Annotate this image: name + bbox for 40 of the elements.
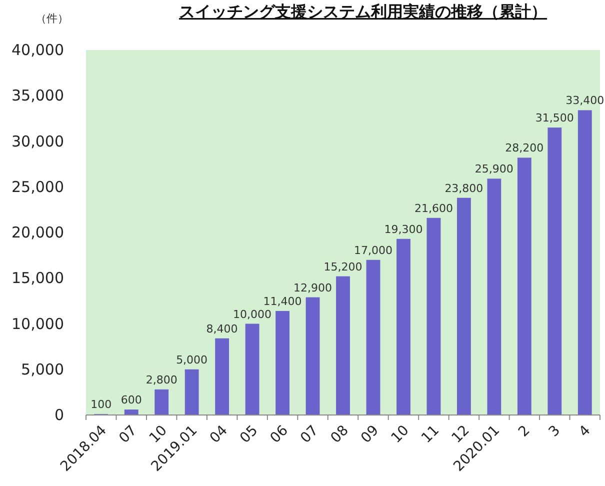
x-tick-label: 06 (267, 422, 292, 446)
y-tick-label: 0 (54, 406, 64, 424)
data-label: 31,500 (535, 112, 574, 125)
y-tick-label: 40,000 (12, 41, 64, 59)
data-label: 100 (90, 398, 112, 412)
x-tick-label: 2 (516, 422, 534, 440)
data-label: 25,900 (474, 162, 514, 176)
chart-title: スイッチング支援システム利用実績の推移（累計） (179, 2, 547, 21)
y-tick-label: 25,000 (12, 178, 64, 196)
data-label: 600 (120, 394, 142, 407)
x-tick-label: 07 (116, 422, 140, 446)
data-label: 12,900 (294, 281, 332, 294)
x-tick-label: 11 (418, 422, 443, 446)
y-tick-label: 10,000 (12, 314, 64, 333)
data-label: 33,400 (566, 94, 604, 108)
y-tick-label: 15,000 (12, 269, 64, 288)
x-tick-label: 10 (388, 422, 412, 446)
x-tick-label: 04 (206, 422, 231, 446)
y-tick-label: 5,000 (21, 360, 64, 378)
x-tick-label: 08 (328, 422, 352, 446)
data-label: 19,300 (384, 222, 423, 236)
data-label: 17,000 (354, 244, 392, 257)
y-tick-label: 35,000 (12, 86, 64, 105)
data-label: 28,200 (505, 142, 544, 155)
y-tick-label: 20,000 (12, 224, 64, 242)
data-label: 23,800 (444, 182, 484, 195)
data-label: 10,000 (233, 308, 272, 321)
data-label: 8,400 (206, 322, 238, 336)
data-label: 2,800 (146, 373, 178, 386)
x-tick-label: 4 (576, 422, 594, 440)
data-label: 5,000 (176, 353, 208, 366)
data-label: 21,600 (414, 202, 453, 215)
x-tick-label: 05 (237, 422, 262, 446)
x-tick-label: 09 (358, 422, 382, 446)
data-label: 11,400 (263, 294, 302, 308)
x-tick-label: 3 (546, 422, 564, 440)
y-axis-title: （件） (36, 12, 68, 25)
x-tick-label: 07 (298, 422, 322, 446)
y-tick-label: 30,000 (12, 132, 64, 150)
data-label: 15,200 (324, 260, 362, 274)
